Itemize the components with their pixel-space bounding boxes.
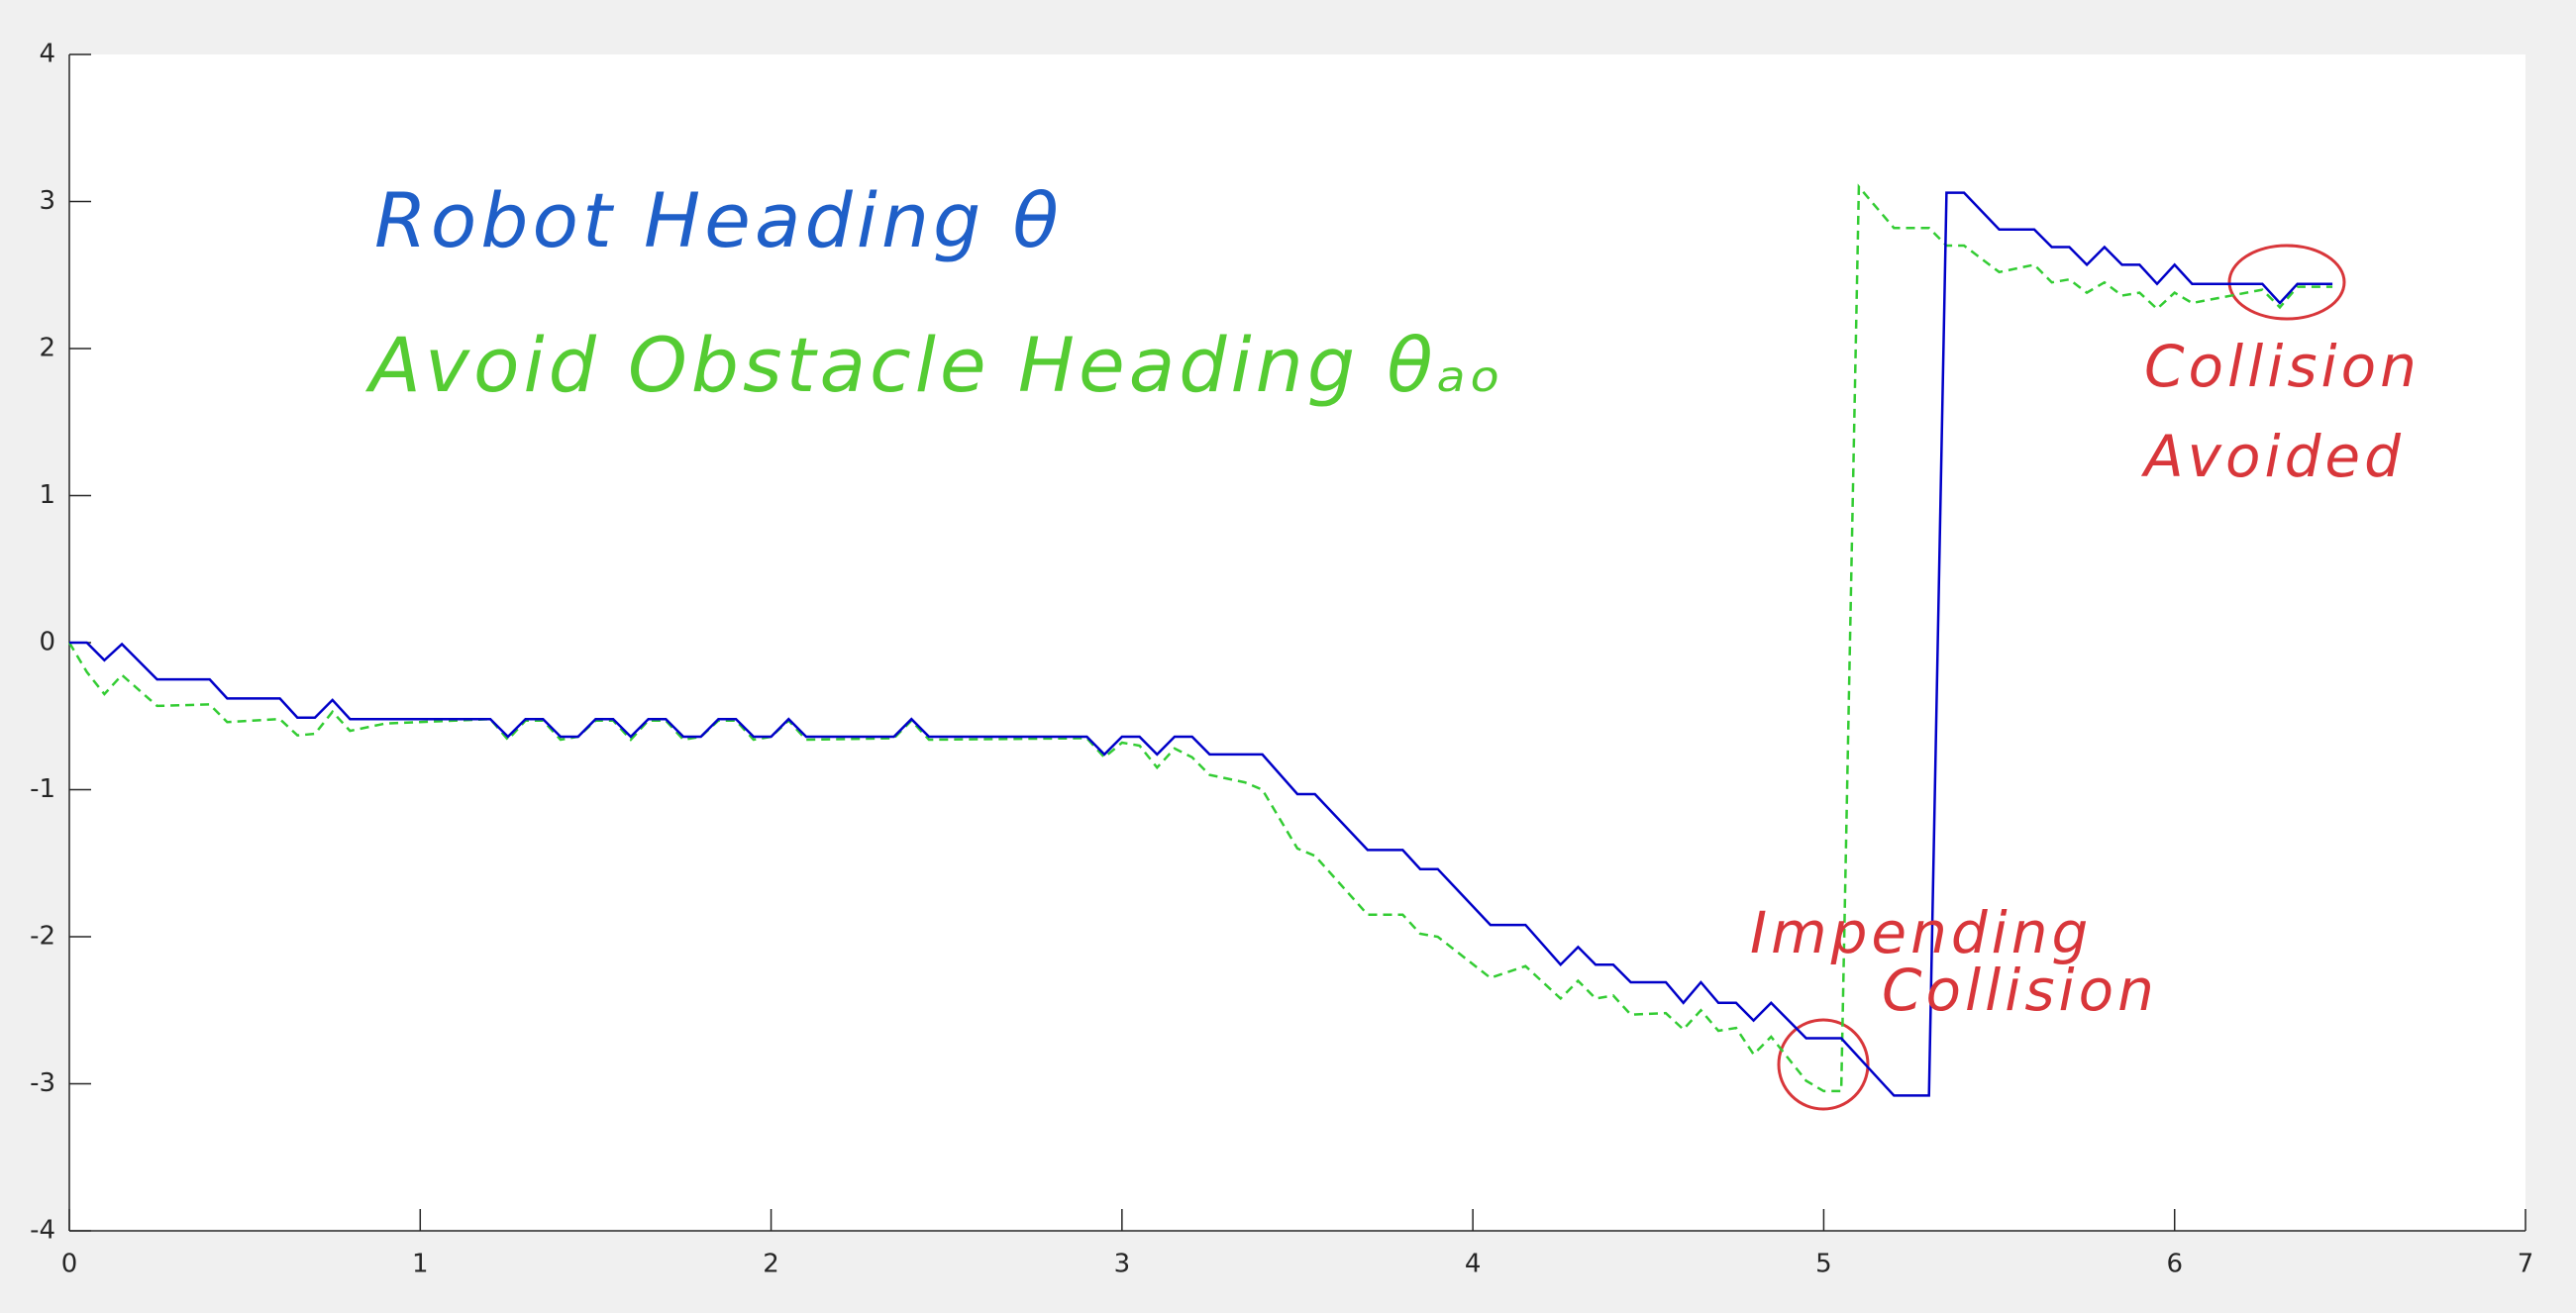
x-tick-label: 3 — [1114, 1250, 1131, 1279]
y-tick-label: -4 — [30, 1216, 55, 1246]
annotation: Impending — [1750, 899, 2092, 966]
series-line — [67, 183, 2333, 1093]
y-tick-label: 2 — [39, 334, 55, 363]
x-tick-label: 1 — [412, 1250, 429, 1279]
y-tick-label: 4 — [39, 40, 55, 69]
collision-circle — [1777, 1018, 1870, 1111]
annotation: Collision — [1882, 957, 2158, 1024]
avoided-circle — [2227, 244, 2346, 321]
annotation: Collision — [2144, 333, 2421, 400]
y-tick-label: -2 — [30, 922, 55, 952]
annotation: Avoided — [2140, 423, 2405, 490]
x-tick-label: 5 — [1815, 1250, 1832, 1279]
y-tick-label: -1 — [30, 774, 55, 804]
x-tick-label: 6 — [2166, 1250, 2183, 1279]
series-line — [69, 191, 2333, 1097]
plot-area — [69, 54, 2525, 1231]
annotation: Avoid Obstacle Heading θₐₒ — [364, 321, 1505, 409]
y-tick-label: 0 — [39, 628, 55, 657]
x-tick-label: 0 — [61, 1250, 78, 1279]
x-tick-label: 2 — [763, 1250, 779, 1279]
y-tick-label: 3 — [39, 186, 55, 216]
x-tick-label: 7 — [2518, 1250, 2534, 1279]
annotation: Robot Heading θ — [374, 176, 1063, 264]
x-tick-label: 4 — [1465, 1250, 1482, 1279]
y-tick-label: 1 — [39, 480, 55, 510]
y-tick-label: -3 — [30, 1068, 55, 1098]
